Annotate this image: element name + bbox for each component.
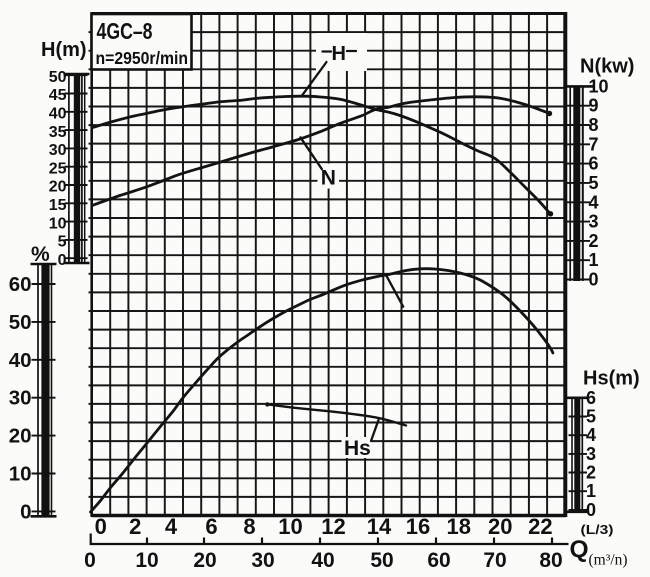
- svg-text:H(m): H(m): [41, 39, 87, 61]
- svg-text:40: 40: [49, 106, 67, 123]
- svg-text:30: 30: [9, 387, 32, 410]
- svg-text:H: H: [332, 43, 346, 65]
- svg-text:16: 16: [406, 514, 430, 539]
- svg-text:3: 3: [589, 212, 599, 232]
- svg-text:20: 20: [193, 549, 216, 572]
- svg-text:6: 6: [589, 154, 599, 174]
- svg-text:Q: Q: [570, 536, 589, 563]
- svg-text:30: 30: [49, 142, 67, 159]
- svg-text:7: 7: [589, 134, 599, 154]
- svg-text:2: 2: [129, 514, 141, 539]
- svg-text:%: %: [31, 243, 50, 266]
- svg-text:6: 6: [586, 388, 596, 408]
- svg-text:15: 15: [49, 197, 67, 214]
- svg-text:n=2950r/min: n=2950r/min: [96, 48, 189, 68]
- svg-text:4GC–8: 4GC–8: [97, 18, 153, 44]
- svg-text:0: 0: [84, 549, 96, 572]
- svg-text:14: 14: [367, 514, 392, 539]
- svg-text:60: 60: [9, 273, 32, 296]
- svg-text:50: 50: [370, 549, 393, 572]
- svg-text:9: 9: [589, 96, 599, 116]
- svg-text:0: 0: [95, 514, 107, 539]
- svg-text:8: 8: [589, 115, 599, 135]
- svg-text:(m³/n): (m³/n): [589, 552, 628, 569]
- svg-text:4: 4: [165, 514, 178, 539]
- svg-text:40: 40: [311, 549, 334, 572]
- svg-text:40: 40: [9, 349, 32, 372]
- svg-text:5: 5: [586, 407, 596, 427]
- svg-text:22: 22: [528, 514, 552, 539]
- svg-text:6: 6: [205, 514, 217, 539]
- svg-text:10: 10: [278, 514, 302, 539]
- svg-text:30: 30: [251, 549, 274, 572]
- svg-text:45: 45: [49, 87, 67, 104]
- svg-text:0: 0: [586, 500, 596, 520]
- svg-text:10: 10: [589, 76, 609, 96]
- svg-text:4: 4: [589, 192, 599, 212]
- svg-text:5: 5: [589, 173, 599, 193]
- svg-text:1: 1: [586, 481, 596, 501]
- svg-text:20: 20: [9, 425, 32, 448]
- svg-text:0: 0: [58, 252, 67, 269]
- svg-text:0: 0: [20, 500, 31, 523]
- svg-text:50: 50: [9, 311, 32, 334]
- svg-text:50: 50: [49, 69, 67, 86]
- svg-text:25: 25: [49, 160, 67, 177]
- svg-text:10: 10: [135, 549, 158, 572]
- svg-text:Hs(m): Hs(m): [583, 368, 640, 390]
- svg-text:20: 20: [488, 514, 512, 539]
- svg-text:0: 0: [589, 270, 599, 290]
- svg-text:4: 4: [586, 425, 596, 445]
- svg-text:3: 3: [586, 444, 596, 464]
- svg-text:12: 12: [321, 514, 345, 539]
- svg-text:80: 80: [539, 549, 562, 572]
- svg-text:10: 10: [9, 463, 32, 486]
- svg-text:35: 35: [49, 124, 67, 141]
- svg-text:5: 5: [58, 234, 67, 251]
- svg-text:18: 18: [446, 514, 470, 539]
- svg-text:20: 20: [49, 179, 67, 196]
- svg-text:60: 60: [427, 549, 450, 572]
- svg-text:2: 2: [586, 463, 596, 483]
- svg-text:1: 1: [589, 250, 599, 270]
- svg-text:Hs: Hs: [344, 437, 371, 460]
- svg-text:70: 70: [483, 549, 506, 572]
- svg-text:2: 2: [589, 231, 599, 251]
- svg-text:N: N: [321, 167, 336, 190]
- svg-text:8: 8: [243, 514, 255, 539]
- svg-text:10: 10: [49, 215, 67, 232]
- svg-text:(L/3): (L/3): [581, 522, 614, 537]
- svg-text:N(kw): N(kw): [580, 56, 634, 78]
